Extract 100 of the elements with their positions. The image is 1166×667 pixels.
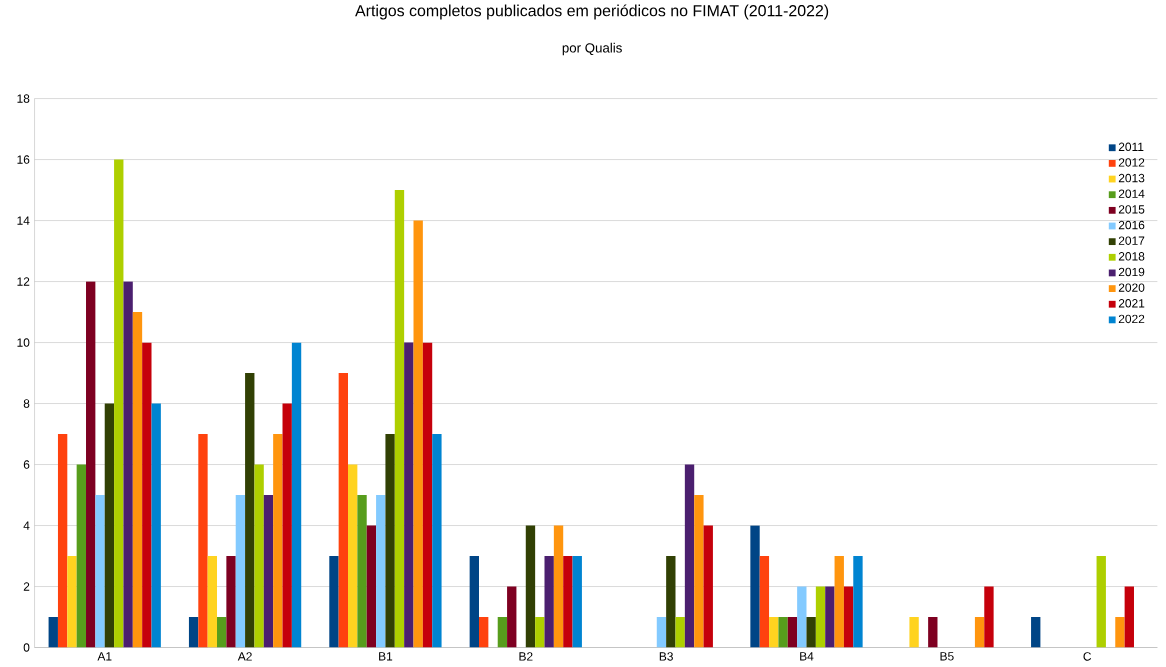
bar	[684, 464, 695, 648]
bar	[245, 373, 255, 648]
bar	[254, 464, 264, 648]
bar	[394, 190, 405, 648]
bar	[778, 617, 788, 648]
bar	[469, 556, 479, 648]
bar	[666, 556, 676, 648]
bar	[825, 586, 835, 648]
bar	[376, 495, 386, 648]
bar	[1031, 617, 1041, 648]
bar	[67, 556, 77, 648]
x-tick-label: B2	[519, 652, 533, 661]
bar	[974, 617, 985, 648]
bar	[1096, 556, 1106, 648]
bar	[132, 312, 143, 648]
y-tick-label: 14	[17, 216, 30, 225]
bar	[928, 617, 938, 648]
bar	[656, 617, 667, 648]
bar	[853, 556, 863, 648]
bar	[806, 617, 816, 648]
bar	[422, 342, 433, 648]
legend-label: 2018	[1118, 252, 1145, 261]
x-tick-label: B5	[940, 652, 954, 661]
bar	[544, 556, 554, 648]
bar	[815, 586, 826, 648]
bar	[338, 373, 349, 648]
legend-label: 2017	[1118, 236, 1145, 246]
bar	[525, 525, 536, 648]
chart-subtitle: por Qualis	[562, 42, 622, 56]
bar	[385, 434, 395, 648]
bar	[432, 434, 442, 648]
bar	[834, 556, 844, 648]
legend-label: 2021	[1118, 299, 1145, 308]
bar	[95, 495, 105, 648]
y-tick-label: 4	[23, 521, 30, 530]
bar	[563, 556, 573, 648]
bar	[984, 586, 994, 648]
bar	[348, 464, 358, 648]
x-tick-label: B3	[659, 652, 673, 661]
bar	[572, 556, 582, 648]
bar	[151, 403, 161, 648]
bar	[535, 617, 545, 648]
bar	[188, 617, 199, 648]
legend-label: 2019	[1118, 267, 1145, 277]
bar	[198, 434, 208, 648]
y-tick-label: 8	[23, 399, 30, 408]
bar	[123, 281, 133, 648]
bar	[76, 464, 87, 648]
bar	[769, 617, 779, 648]
bar	[104, 403, 115, 648]
y-tick-label: 16	[17, 155, 30, 164]
bar	[48, 617, 58, 648]
bar	[86, 281, 96, 648]
y-tick-label: 12	[17, 277, 30, 286]
bar	[909, 617, 919, 648]
bar	[263, 495, 274, 648]
bar	[750, 525, 760, 648]
y-tick-label: 10	[17, 338, 30, 347]
bar	[235, 495, 246, 648]
bar	[273, 434, 283, 648]
bar	[1115, 617, 1125, 648]
y-tick-label: 18	[17, 94, 30, 103]
x-tick-label: A2	[237, 652, 252, 661]
bar	[497, 617, 508, 648]
bar	[357, 495, 367, 648]
legend-label: 2013	[1118, 174, 1145, 183]
bar	[291, 342, 302, 648]
legend-label: 2011	[1118, 142, 1144, 152]
bar	[694, 495, 704, 648]
x-tick-label: A1	[97, 652, 112, 661]
bar	[675, 617, 685, 648]
x-tick-label: C	[1083, 652, 1092, 661]
legend-label: 2020	[1118, 283, 1145, 293]
bar	[507, 586, 517, 648]
bar	[553, 525, 564, 648]
bar	[703, 525, 713, 648]
bar	[787, 617, 798, 648]
legend-label: 2016	[1118, 220, 1145, 230]
bar	[366, 525, 377, 648]
bar	[797, 586, 807, 648]
legend-label: 2022	[1118, 314, 1145, 324]
bar	[142, 342, 152, 648]
bar	[843, 586, 854, 648]
bar	[404, 342, 414, 648]
bar	[1124, 586, 1134, 648]
bar	[329, 556, 339, 648]
bar	[282, 403, 292, 648]
bar	[226, 556, 236, 648]
legend-label: 2014	[1118, 189, 1145, 199]
x-tick-label: B4	[800, 652, 814, 661]
legend-label: 2012	[1118, 158, 1145, 167]
bar	[114, 159, 124, 648]
bar	[217, 617, 227, 648]
legend-label: 2015	[1118, 205, 1145, 214]
bar	[57, 434, 68, 648]
y-tick-label: 0	[23, 643, 30, 652]
bar	[759, 556, 770, 648]
bar	[479, 617, 489, 648]
bar	[207, 556, 218, 648]
chart-title: Artigos completos publicados em periódicos no FIMAT (2011-2022)	[355, 4, 829, 20]
